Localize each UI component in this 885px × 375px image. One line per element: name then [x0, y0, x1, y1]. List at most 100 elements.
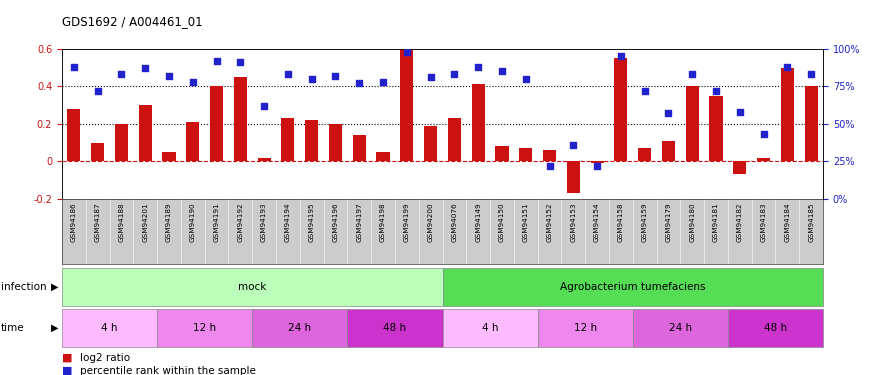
- Bar: [638, 148, 651, 161]
- Bar: [662, 141, 675, 161]
- Point: [519, 76, 533, 82]
- Point: [661, 110, 675, 116]
- Point: [352, 80, 366, 86]
- Bar: [305, 120, 319, 161]
- Point: [66, 64, 81, 70]
- Bar: [67, 109, 81, 161]
- Point: [162, 73, 176, 79]
- Text: GSM94152: GSM94152: [547, 202, 552, 242]
- Bar: [62, 309, 158, 347]
- Point: [685, 71, 699, 77]
- Text: GSM94195: GSM94195: [309, 202, 315, 242]
- Text: GSM94186: GSM94186: [71, 202, 77, 242]
- Bar: [614, 58, 627, 161]
- Text: GSM94191: GSM94191: [213, 202, 219, 242]
- Point: [804, 71, 819, 77]
- Text: GSM94201: GSM94201: [142, 202, 148, 242]
- Point: [614, 53, 628, 59]
- Point: [114, 71, 128, 77]
- Text: GSM94183: GSM94183: [760, 202, 766, 242]
- Point: [138, 65, 152, 71]
- Text: 12 h: 12 h: [193, 323, 216, 333]
- Text: GSM94180: GSM94180: [689, 202, 696, 242]
- Bar: [728, 309, 823, 347]
- Text: ■: ■: [62, 366, 73, 375]
- Point: [495, 68, 509, 74]
- Point: [281, 71, 295, 77]
- Text: GSM94188: GSM94188: [119, 202, 125, 242]
- Bar: [353, 135, 366, 161]
- Text: GSM94200: GSM94200: [427, 202, 434, 242]
- Bar: [281, 118, 295, 161]
- Text: GSM94193: GSM94193: [261, 202, 267, 242]
- Point: [757, 131, 771, 137]
- Bar: [538, 309, 633, 347]
- Text: 4 h: 4 h: [101, 323, 118, 333]
- Text: GSM94150: GSM94150: [499, 202, 505, 242]
- Text: GSM94199: GSM94199: [404, 202, 410, 242]
- Text: 48 h: 48 h: [383, 323, 406, 333]
- Text: GSM94194: GSM94194: [285, 202, 291, 242]
- Bar: [804, 86, 818, 161]
- Text: log2 ratio: log2 ratio: [80, 353, 130, 363]
- Bar: [163, 152, 175, 161]
- Bar: [424, 126, 437, 161]
- Bar: [376, 152, 389, 161]
- Point: [543, 163, 557, 169]
- Text: GSM94185: GSM94185: [808, 202, 814, 242]
- Point: [781, 64, 795, 70]
- Bar: [686, 86, 699, 161]
- Bar: [329, 124, 342, 161]
- Bar: [258, 158, 271, 161]
- Text: ▶: ▶: [51, 323, 58, 333]
- Bar: [496, 146, 509, 161]
- Point: [447, 71, 461, 77]
- Text: 4 h: 4 h: [481, 323, 498, 333]
- Bar: [115, 124, 128, 161]
- Point: [590, 163, 604, 169]
- Bar: [62, 268, 442, 306]
- Bar: [633, 309, 728, 347]
- Text: GSM94196: GSM94196: [333, 202, 338, 242]
- Point: [210, 58, 224, 64]
- Text: 24 h: 24 h: [289, 323, 312, 333]
- Text: time: time: [1, 323, 25, 333]
- Bar: [519, 148, 532, 161]
- Text: ▶: ▶: [51, 282, 58, 292]
- Text: 48 h: 48 h: [764, 323, 787, 333]
- Point: [328, 73, 342, 79]
- Bar: [234, 77, 247, 161]
- Point: [234, 59, 248, 65]
- Text: GSM94189: GSM94189: [166, 202, 172, 242]
- Bar: [590, 161, 604, 163]
- Text: GSM94151: GSM94151: [523, 202, 528, 242]
- Point: [90, 88, 104, 94]
- Bar: [781, 68, 794, 161]
- Bar: [210, 86, 223, 161]
- Point: [471, 64, 485, 70]
- Text: GSM94181: GSM94181: [713, 202, 719, 242]
- Bar: [347, 309, 442, 347]
- Point: [566, 142, 581, 148]
- Text: GSM94149: GSM94149: [475, 202, 481, 242]
- Text: GSM94153: GSM94153: [570, 202, 576, 242]
- Point: [186, 79, 200, 85]
- Point: [257, 103, 271, 109]
- Text: GSM94192: GSM94192: [237, 202, 243, 242]
- Point: [733, 109, 747, 115]
- Text: 24 h: 24 h: [669, 323, 692, 333]
- Text: mock: mock: [238, 282, 266, 292]
- Bar: [472, 84, 485, 161]
- Point: [424, 74, 438, 80]
- Point: [709, 88, 723, 94]
- Text: GSM94154: GSM94154: [594, 202, 600, 242]
- Point: [304, 76, 319, 82]
- Text: GSM94197: GSM94197: [357, 202, 362, 242]
- Bar: [543, 150, 556, 161]
- Text: GDS1692 / A004461_01: GDS1692 / A004461_01: [62, 15, 203, 28]
- Bar: [757, 158, 770, 161]
- Bar: [442, 268, 823, 306]
- Bar: [186, 122, 199, 161]
- Bar: [252, 309, 348, 347]
- Text: percentile rank within the sample: percentile rank within the sample: [80, 366, 256, 375]
